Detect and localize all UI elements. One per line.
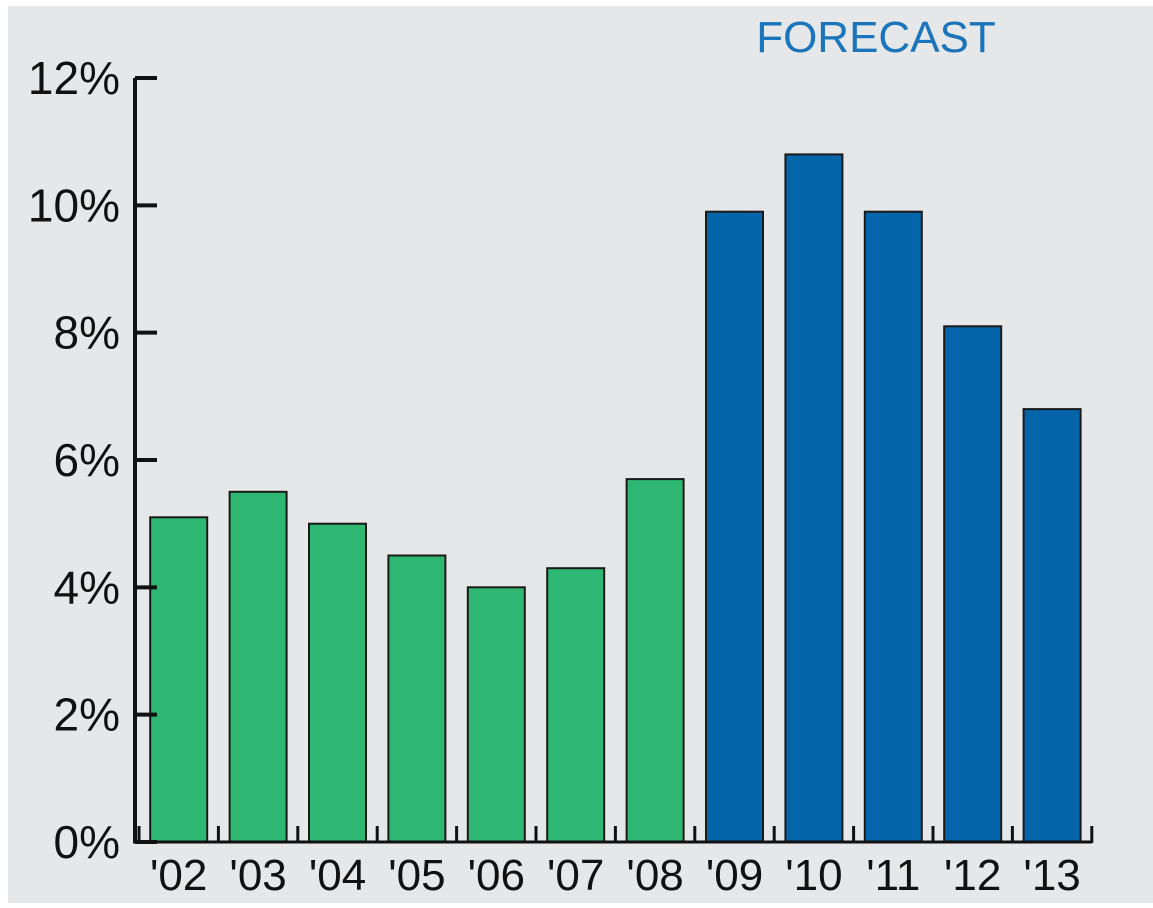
bar-11 (1022, 408, 1082, 843)
y-tick-label-0: 0% (54, 816, 120, 868)
x-tick-label-4: '06 (468, 851, 525, 900)
y-tick-label-2: 4% (54, 561, 120, 613)
x-tick-label-6: '08 (626, 851, 683, 900)
x-tick-label-11: '13 (1023, 851, 1080, 900)
x-tick-label-8: '10 (785, 851, 842, 900)
bar-10 (943, 325, 1003, 843)
bar-1 (228, 490, 288, 843)
bars-group (149, 153, 1082, 843)
y-tick-label-3: 6% (54, 434, 120, 486)
bar-6 (625, 478, 685, 843)
bar-7 (705, 210, 764, 843)
y-tick-labels: 0% 2% 4% 6% 8% 10% 12% (28, 52, 120, 868)
bar-3 (387, 554, 447, 843)
bar-8 (784, 153, 844, 843)
x-tick-label-2: '04 (309, 851, 366, 900)
forecast-annotation: FORECAST (756, 13, 996, 62)
x-tick-label-7: '09 (706, 851, 763, 900)
bar-9 (863, 210, 923, 843)
x-tick-label-1: '03 (229, 851, 286, 900)
x-tick-label-10: '12 (944, 851, 1001, 900)
y-tick-label-5: 10% (28, 179, 120, 231)
y-tick-label-4: 8% (54, 307, 120, 359)
x-tick-labels: '02 '03 '04 '05 '06 '07 '08 '09 '10 '11 '12 '13 (150, 851, 1081, 900)
axes-group (133, 76, 1094, 844)
bar-0 (149, 516, 209, 843)
y-tick-label-6: 12% (28, 52, 120, 104)
x-tick-label-9: '11 (866, 851, 920, 900)
y-tick-label-1: 2% (54, 689, 120, 741)
bar-2 (308, 522, 367, 843)
bar-5 (546, 567, 606, 843)
x-tick-label-3: '05 (388, 851, 445, 900)
x-tick-label-0: '02 (150, 851, 207, 900)
x-tick-label-5: '07 (547, 851, 604, 900)
bar-4 (466, 586, 526, 843)
